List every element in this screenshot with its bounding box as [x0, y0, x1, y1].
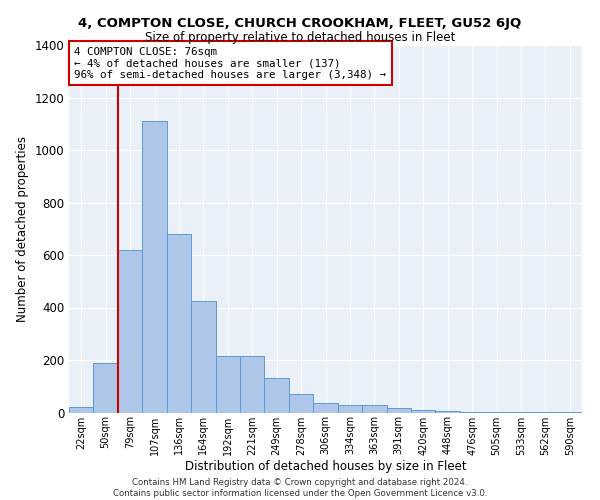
Bar: [436, 411, 460, 412]
Bar: [94, 362, 118, 412]
X-axis label: Distribution of detached houses by size in Fleet: Distribution of detached houses by size …: [185, 460, 466, 473]
Bar: [289, 394, 313, 412]
Bar: [191, 301, 215, 412]
Y-axis label: Number of detached properties: Number of detached properties: [16, 136, 29, 322]
Bar: [142, 121, 167, 412]
Bar: [411, 410, 436, 412]
Bar: [240, 356, 265, 412]
Bar: [167, 234, 191, 412]
Bar: [386, 408, 411, 412]
Text: 4, COMPTON CLOSE, CHURCH CROOKHAM, FLEET, GU52 6JQ: 4, COMPTON CLOSE, CHURCH CROOKHAM, FLEET…: [79, 18, 521, 30]
Bar: [362, 405, 386, 412]
Bar: [338, 404, 362, 412]
Text: 4 COMPTON CLOSE: 76sqm
← 4% of detached houses are smaller (137)
96% of semi-det: 4 COMPTON CLOSE: 76sqm ← 4% of detached …: [74, 47, 386, 80]
Bar: [265, 378, 289, 412]
Bar: [118, 250, 142, 412]
Bar: [69, 407, 94, 412]
Text: Contains HM Land Registry data © Crown copyright and database right 2024.
Contai: Contains HM Land Registry data © Crown c…: [113, 478, 487, 498]
Bar: [313, 404, 338, 412]
Text: Size of property relative to detached houses in Fleet: Size of property relative to detached ho…: [145, 31, 455, 44]
Bar: [215, 356, 240, 412]
